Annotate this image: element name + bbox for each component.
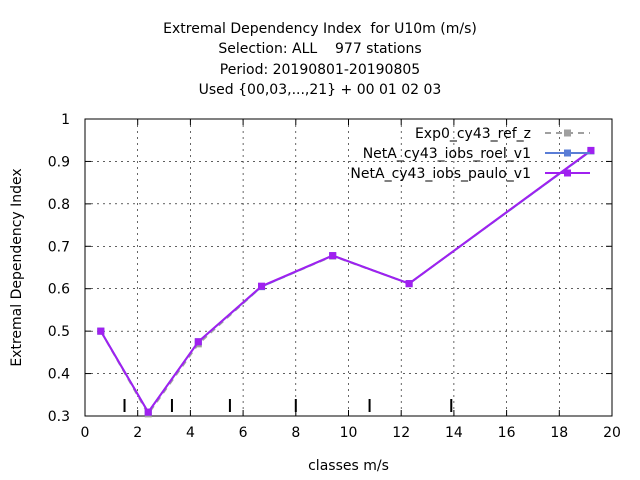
- y-tick-label: 1: [61, 112, 70, 128]
- data-point: [329, 252, 337, 260]
- data-point: [97, 327, 105, 335]
- x-tick-label: 20: [603, 425, 621, 441]
- legend-marker: [564, 129, 571, 137]
- data-point: [405, 280, 413, 288]
- x-tick-label: 10: [340, 425, 358, 441]
- x-axis-label: classes m/s: [308, 458, 389, 474]
- legend-label: Exp0_cy43_ref_z: [415, 126, 531, 142]
- x-tick-label: 4: [186, 425, 195, 441]
- legend-label: NetA_cy43_iobs_roel_v1: [363, 146, 531, 162]
- legend-marker: [564, 169, 571, 177]
- y-tick-label: 0.6: [48, 282, 70, 298]
- y-axis-label: Extremal Dependency Index: [9, 168, 25, 366]
- x-tick-label: 0: [81, 425, 90, 441]
- x-tick-label: 2: [133, 425, 142, 441]
- x-tick-label: 8: [291, 425, 300, 441]
- x-tick-label: 14: [445, 425, 463, 441]
- y-tick-label: 0.9: [48, 154, 70, 170]
- title-line: Used {00,03,...,21} + 00 01 02 03: [198, 82, 442, 98]
- legend-marker: [564, 149, 571, 157]
- series-line: [99, 149, 592, 414]
- y-tick-label: 0.7: [48, 239, 70, 255]
- title-line: Selection: ALL 977 stations: [218, 41, 422, 57]
- data-point: [587, 146, 595, 154]
- legend-label: NetA_cy43_iobs_paulo_v1: [350, 166, 531, 182]
- data-point: [194, 338, 202, 346]
- y-tick-label: 0.3: [48, 409, 70, 425]
- x-tick-label: 6: [239, 425, 248, 441]
- x-tick-label: 12: [392, 425, 410, 441]
- series-line: [99, 149, 592, 414]
- y-tick-label: 0.4: [48, 367, 70, 383]
- data-point: [144, 408, 152, 416]
- data-point: [258, 282, 266, 290]
- x-tick-label: 18: [550, 425, 568, 441]
- x-tick-label: 16: [498, 425, 516, 441]
- title-line: Extremal Dependency Index for U10m (m/s): [163, 21, 477, 37]
- y-tick-label: 0.8: [48, 197, 70, 213]
- title-line: Period: 20190801-20190805: [219, 62, 421, 78]
- y-tick-label: 0.5: [48, 324, 70, 340]
